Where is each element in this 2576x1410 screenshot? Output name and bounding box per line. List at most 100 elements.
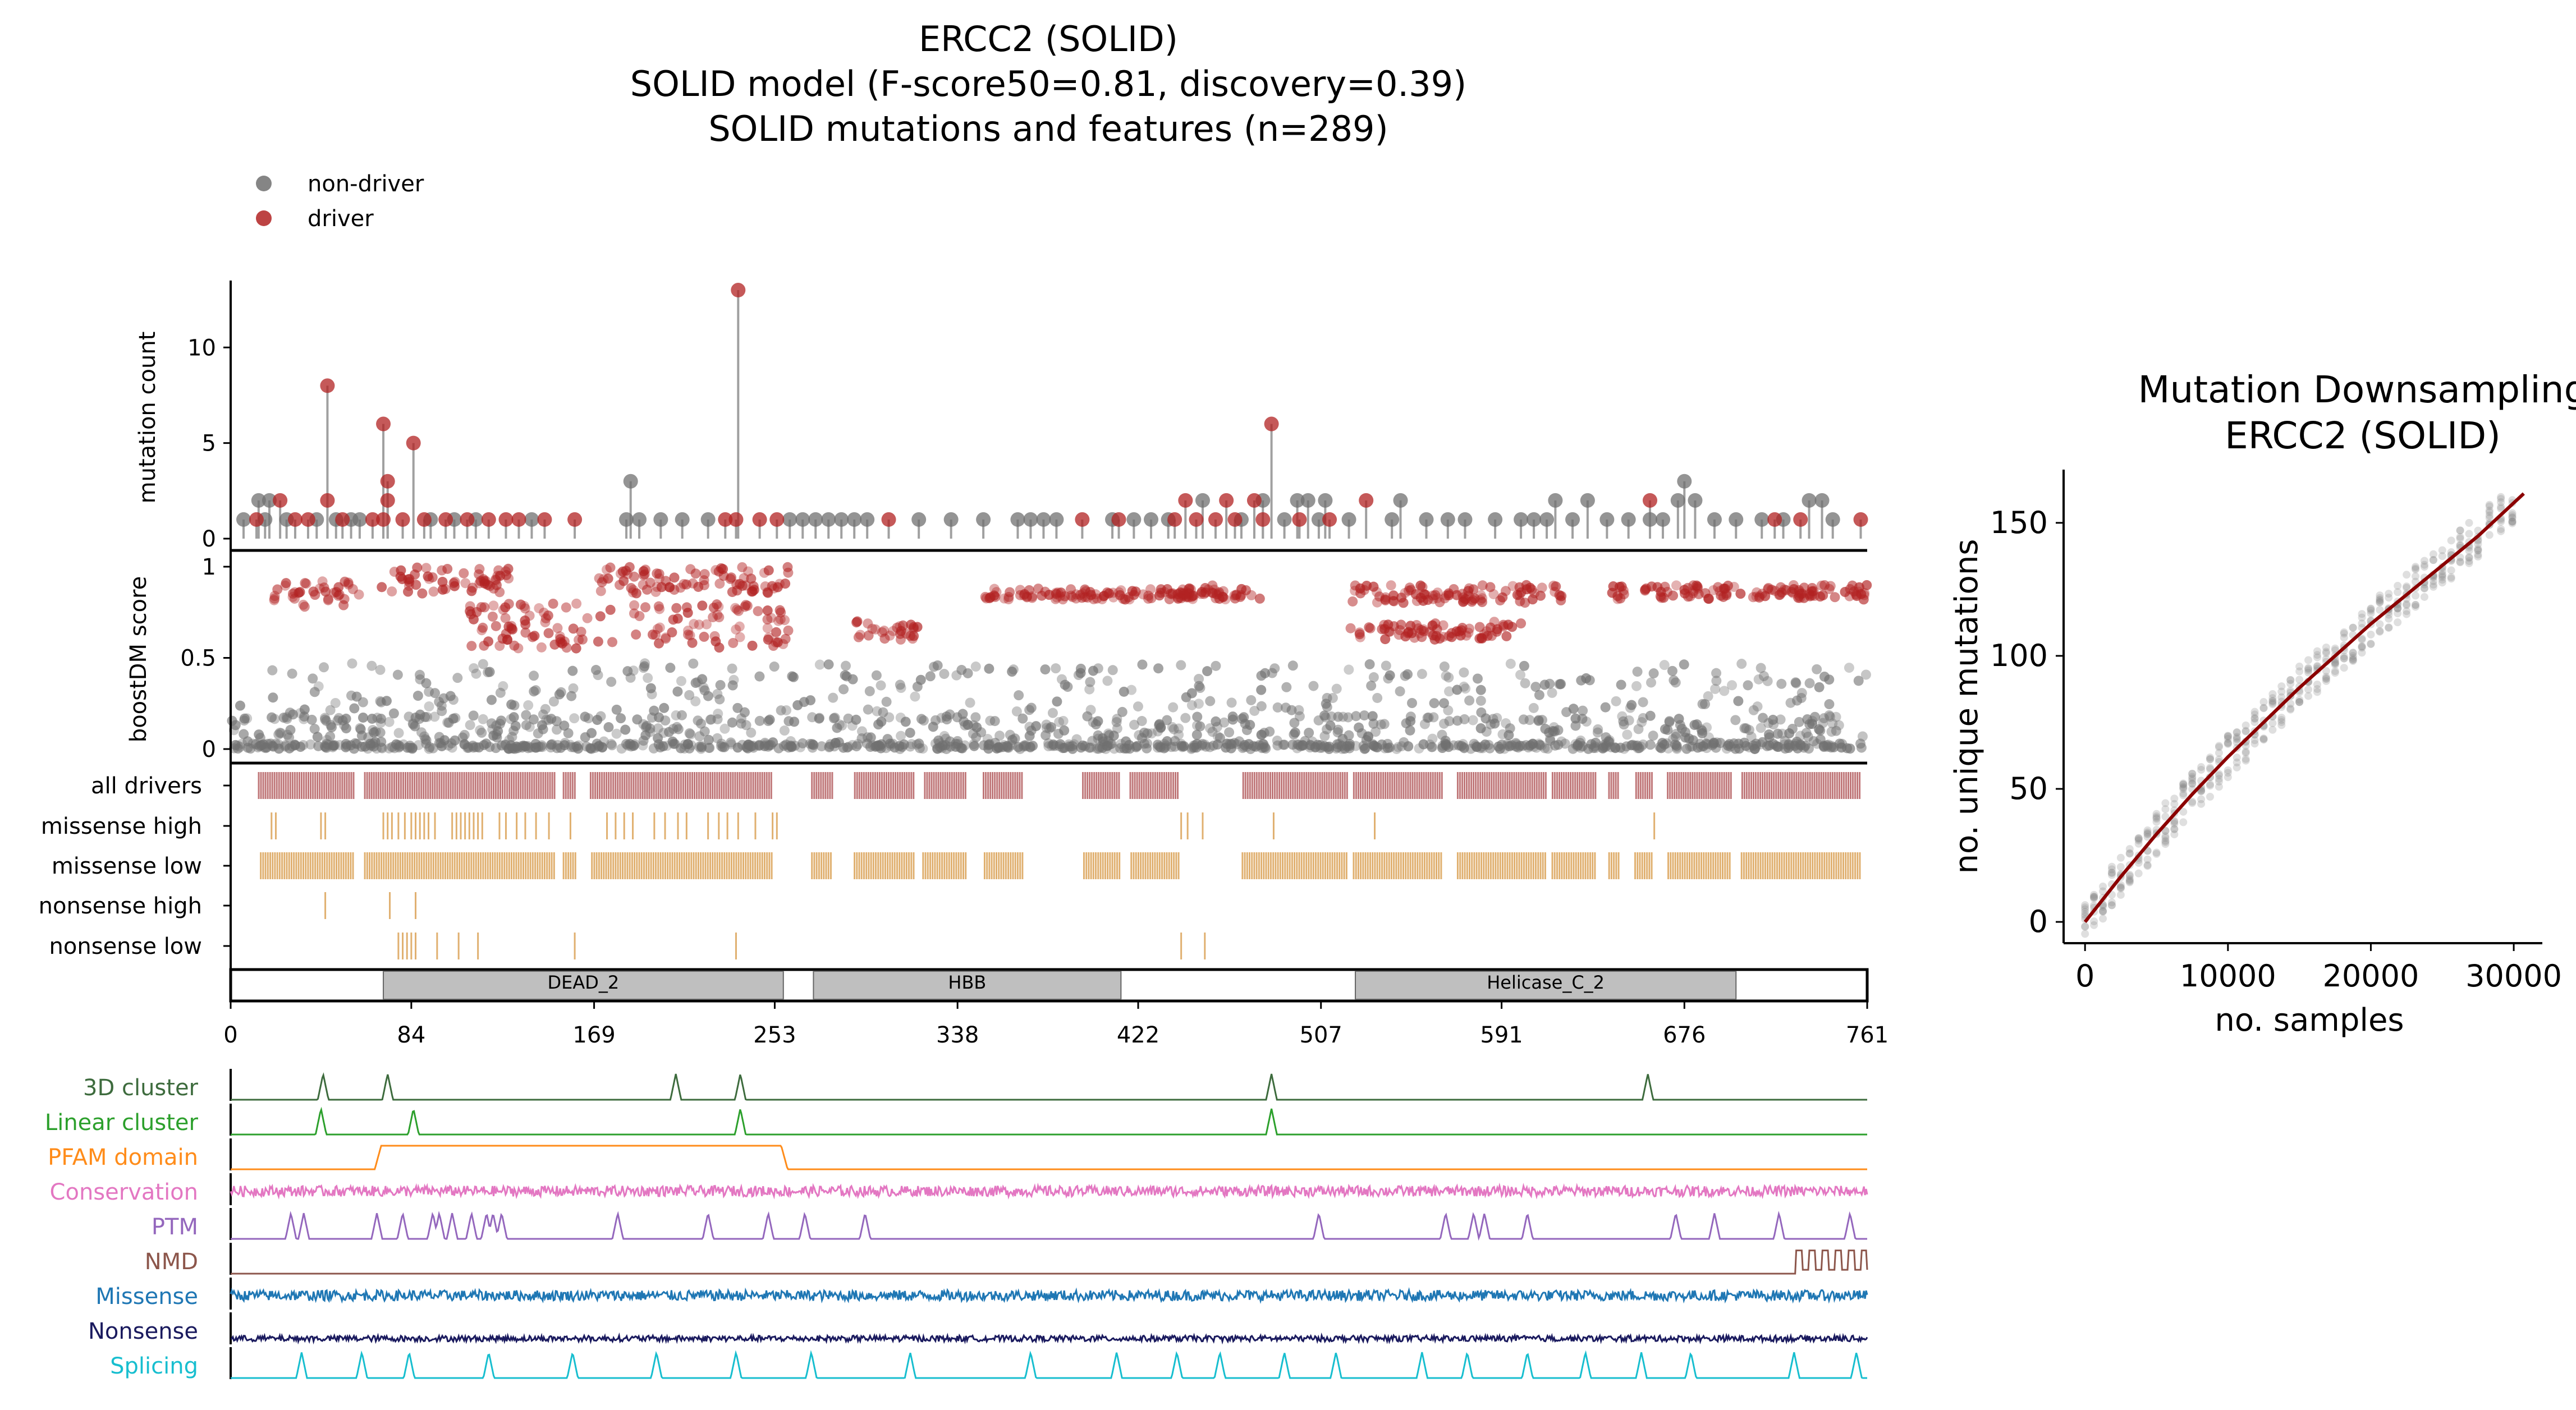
downsampling-point bbox=[2438, 573, 2446, 581]
downsampling-point bbox=[2268, 694, 2277, 702]
nondriver-score-point bbox=[671, 710, 681, 720]
nondriver-score-point bbox=[969, 741, 979, 751]
driver-score-point bbox=[650, 586, 661, 597]
nondriver-score-point bbox=[957, 709, 968, 719]
driver-score-point bbox=[281, 578, 291, 589]
nondriver-score-point bbox=[841, 671, 852, 682]
driver-score-point bbox=[597, 577, 607, 587]
nondriver-score-point bbox=[1237, 714, 1248, 724]
driver-marker bbox=[718, 512, 733, 527]
driver-score-point bbox=[1763, 582, 1774, 593]
downsampling-point bbox=[2485, 511, 2494, 520]
downsampling-point bbox=[2179, 783, 2188, 791]
downsampling-point bbox=[2161, 826, 2170, 835]
nondriver-score-point bbox=[727, 717, 737, 728]
nondriver-score-point bbox=[481, 738, 492, 749]
nondriver-score-point bbox=[1790, 677, 1801, 688]
nondriver-score-point bbox=[1844, 663, 1854, 673]
nondriver-score-point bbox=[475, 725, 485, 736]
driver-score-point bbox=[1527, 594, 1538, 605]
driver-score-point bbox=[863, 630, 874, 641]
driver-score-point bbox=[895, 628, 905, 639]
nondriver-score-point bbox=[1207, 727, 1218, 737]
nondriver-score-point bbox=[727, 680, 738, 691]
downsampling-point bbox=[2322, 649, 2330, 658]
driver-score-point bbox=[762, 605, 773, 616]
nondriver-score-point bbox=[309, 724, 320, 734]
nondriver-score-point bbox=[1707, 740, 1718, 751]
nondriver-score-point bbox=[467, 741, 478, 751]
nondriver-score-point bbox=[1685, 741, 1695, 752]
nondriver-score-point bbox=[993, 742, 1003, 752]
downsampling-point bbox=[2485, 506, 2494, 515]
nondriver-score-point bbox=[1405, 711, 1416, 722]
nondriver-score-point bbox=[1406, 698, 1417, 709]
downsampling-point bbox=[2152, 814, 2161, 822]
nondriver-marker bbox=[524, 512, 539, 527]
nondriver-score-point bbox=[1664, 716, 1675, 727]
driver-score-point bbox=[1124, 594, 1135, 605]
nondriver-score-point bbox=[693, 677, 703, 687]
downsampling-point bbox=[2116, 883, 2125, 892]
nondriver-score-point bbox=[1359, 743, 1370, 754]
domain-x-tick-label: 591 bbox=[1480, 1022, 1523, 1048]
nondriver-score-point bbox=[703, 734, 714, 745]
downsampling-point bbox=[2412, 591, 2420, 600]
boostdm-ylabel: boostDM score bbox=[126, 576, 152, 742]
nondriver-score-point bbox=[703, 691, 713, 701]
downsampling-point bbox=[2286, 700, 2295, 708]
nondriver-score-point bbox=[384, 717, 395, 727]
driver-score-point bbox=[907, 633, 918, 644]
nondriver-score-point bbox=[1553, 740, 1564, 750]
downsampling-point bbox=[2268, 719, 2277, 727]
driver-score-point bbox=[1432, 593, 1443, 604]
downsampling-point bbox=[2233, 734, 2241, 742]
nondriver-score-point bbox=[851, 714, 861, 725]
nondriver-marker bbox=[1599, 512, 1615, 527]
downsampling-point bbox=[2358, 634, 2366, 642]
nondriver-score-point bbox=[1570, 739, 1581, 750]
feature-label: NMD bbox=[145, 1249, 198, 1275]
nondriver-score-point bbox=[1755, 723, 1766, 733]
driver-score-point bbox=[667, 627, 677, 638]
driver-score-point bbox=[714, 578, 725, 589]
driver-score-point bbox=[1656, 593, 1667, 603]
nondriver-score-point bbox=[1795, 731, 1805, 741]
nondriver-score-point bbox=[769, 662, 780, 672]
downsampling-point bbox=[2215, 748, 2223, 757]
nondriver-score-point bbox=[838, 684, 849, 695]
nondriver-score-point bbox=[1211, 660, 1221, 671]
downsampling-point bbox=[2242, 755, 2250, 763]
downsampling-point bbox=[2152, 810, 2161, 818]
nondriver-score-point bbox=[1768, 719, 1779, 730]
nondriver-score-point bbox=[1227, 711, 1238, 722]
nondriver-score-point bbox=[496, 715, 506, 726]
nondriver-score-point bbox=[430, 688, 441, 699]
nondriver-score-point bbox=[1746, 732, 1757, 742]
nondriver-marker bbox=[632, 512, 647, 527]
driver-score-point bbox=[515, 599, 526, 610]
downsampling-point bbox=[2233, 733, 2241, 741]
driver-marker bbox=[769, 512, 785, 527]
driver-score-point bbox=[1211, 593, 1221, 604]
nondriver-score-point bbox=[1472, 673, 1483, 684]
nondriver-score-point bbox=[1648, 668, 1659, 679]
downsampling-y-tick-label: 150 bbox=[1990, 505, 2048, 540]
downsampling-point bbox=[2188, 773, 2197, 781]
nondriver-score-point bbox=[1174, 729, 1184, 740]
driver-marker bbox=[481, 512, 496, 527]
nondriver-score-point bbox=[347, 658, 357, 669]
nondriver-score-point bbox=[568, 683, 579, 693]
driver-score-point bbox=[1556, 591, 1567, 601]
nondriver-marker bbox=[1580, 493, 1595, 508]
downsampling-point bbox=[2224, 738, 2232, 747]
nondriver-score-point bbox=[1464, 695, 1475, 706]
downsampling-point bbox=[2474, 540, 2482, 548]
nondriver-score-point bbox=[1834, 738, 1845, 749]
nondriver-score-point bbox=[597, 742, 608, 752]
nondriver-score-point bbox=[388, 708, 399, 719]
downsampling-point bbox=[2286, 676, 2295, 684]
nondriver-score-point bbox=[320, 714, 331, 725]
nondriver-score-point bbox=[1544, 733, 1555, 744]
driver-score-point bbox=[888, 626, 899, 636]
